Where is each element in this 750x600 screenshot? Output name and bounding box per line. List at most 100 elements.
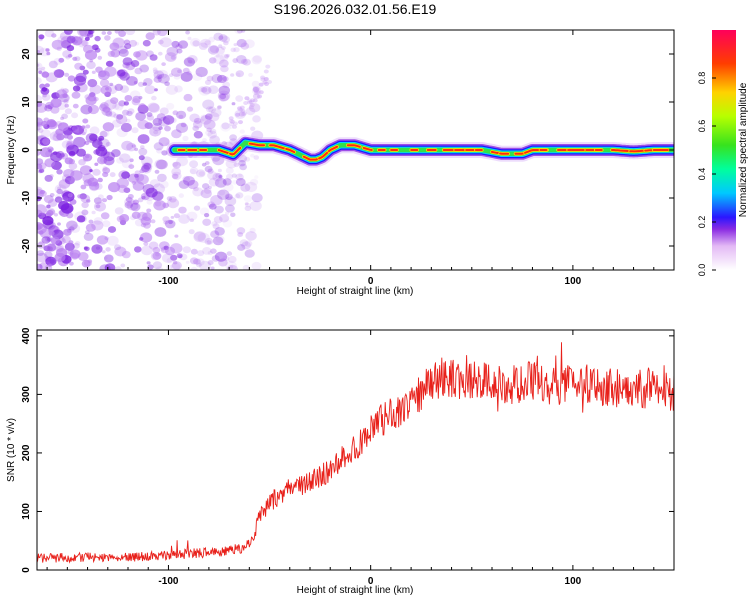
spectrogram-noise-blob <box>99 79 110 88</box>
spectrogram-noise-blob <box>87 104 99 115</box>
spectrogram-noise-blob <box>234 30 243 34</box>
spectrogram-noise-blob <box>45 48 50 52</box>
spectrogram-noise-blob <box>220 122 232 132</box>
spectrogram-noise-blob <box>37 263 43 270</box>
spectrogram-noise-blob <box>202 183 210 190</box>
spectrogram-noise-blob <box>146 199 153 205</box>
spectrogram-noise-blob <box>116 114 124 120</box>
spectrogram-noise-blob <box>198 42 208 50</box>
spectrogram-noise-blob <box>48 230 55 236</box>
spectrogram-noise-blob <box>76 148 86 157</box>
spectrogram-x-tick-label: -100 <box>158 276 178 287</box>
spectrogram-noise-blob <box>208 57 217 64</box>
spectrogram-noise-blob <box>89 84 102 95</box>
spectrogram-noise-blob <box>104 35 111 41</box>
spectrogram-noise-blob <box>251 55 262 65</box>
spectrogram-noise-blob <box>214 205 224 214</box>
spectrogram-y-tick-label: -10 <box>21 190 32 205</box>
spectrogram-noise-blob <box>153 130 159 135</box>
spectrogram-noise-blob <box>192 187 204 197</box>
spectrogram-noise-blob <box>47 209 56 216</box>
spectrogram-noise-blob <box>242 111 248 116</box>
spectrogram-noise-blob <box>249 105 255 110</box>
spectrogram-noise-blob <box>214 177 227 188</box>
spectrogram-noise-blob <box>82 118 89 124</box>
spectrogram-noise-blob <box>54 213 58 217</box>
spectrogram-noise-blob <box>93 197 102 205</box>
ridge-peak <box>610 149 629 152</box>
spectrogram-noise-blob <box>46 243 57 252</box>
spectrogram-noise-blob <box>152 30 161 36</box>
spectrogram-noise-blob <box>73 39 78 44</box>
spectrogram-noise-blob <box>212 236 224 246</box>
spectrogram-noise-blob <box>109 82 114 86</box>
spectrogram-noise-blob <box>250 98 256 103</box>
spectrogram-noise-blob <box>123 101 129 106</box>
spectrogram-noise-blob <box>146 114 154 121</box>
spectrogram-noise-blob <box>67 193 73 198</box>
spectrogram-noise-blob <box>208 185 212 189</box>
spectrogram-noise-blob <box>85 223 96 232</box>
spectrogram-noise-blob <box>166 116 172 122</box>
spectrogram-noise-blob <box>258 82 264 87</box>
spectrogram-noise-blob <box>139 64 149 73</box>
spectrogram-noise-blob <box>39 189 46 195</box>
spectrogram-noise-blob <box>204 79 212 85</box>
spectrogram-noise-blob <box>244 240 253 247</box>
colorbar-tick-label: 0.4 <box>697 168 707 181</box>
spectrogram-noise-blob <box>166 196 173 201</box>
spectrogram-noise-blob <box>224 193 233 200</box>
spectrogram-noise-blob <box>114 83 124 91</box>
spectrogram-noise-blob <box>91 210 96 215</box>
spectrogram-noise-blob <box>64 242 75 251</box>
spectrogram-noise-blob <box>92 168 101 176</box>
spectrogram-noise-blob <box>97 55 103 60</box>
spectrogram-noise-blob <box>157 69 168 79</box>
spectrogram-noise-blob <box>212 223 220 230</box>
spectrogram-noise-blob <box>153 142 164 151</box>
spectrogram-noise-blob <box>228 116 234 121</box>
spectrogram-noise-blob <box>260 77 266 82</box>
spectrogram-noise-blob <box>152 123 163 132</box>
spectrogram-y-label: Frequency (Hz) <box>6 116 17 185</box>
snr-y-tick-label: 0 <box>21 567 32 573</box>
spectrogram-noise-blob <box>207 260 214 266</box>
spectrogram-noise-blob <box>123 39 131 45</box>
spectrogram-noise-blob <box>127 173 140 183</box>
spectrogram-noise-blob <box>96 235 109 245</box>
spectrogram-noise-blob <box>143 162 152 170</box>
spectrogram-noise-blob <box>137 211 148 221</box>
spectrogram-noise-blob <box>189 37 201 47</box>
spectrogram-noise-blob <box>238 159 246 167</box>
spectrogram-noise-blob <box>66 220 78 231</box>
spectrogram-noise-blob <box>233 47 240 53</box>
spectrogram-noise-blob <box>199 207 210 216</box>
spectrogram-noise-blob <box>122 57 133 66</box>
spectrogram-noise-blob <box>64 72 70 77</box>
spectrogram-noise-blob <box>204 165 213 173</box>
spectrogram-noise-blob <box>45 72 58 83</box>
spectrogram-noise-blob <box>103 156 115 166</box>
spectrogram-noise-blob <box>48 60 58 69</box>
spectrogram-noise-blob <box>130 202 141 212</box>
spectrogram-noise-blob <box>100 85 112 95</box>
spectrogram-noise-blob <box>255 89 261 94</box>
spectrogram-noise-blob <box>250 126 256 131</box>
spectrogram-noise-blob <box>249 227 256 233</box>
snr-panel: -100 0 100 0 100 200 300 400 Height of straigh… <box>6 327 675 596</box>
spectrogram-noise-blob <box>252 86 260 93</box>
spectrogram-noise-blob <box>247 98 253 103</box>
spectrogram-noise-blob <box>219 53 229 62</box>
spectrogram-y-tick-label: 20 <box>21 48 32 60</box>
spectrogram-noise-blob <box>37 45 45 56</box>
spectrogram-noise-blob <box>78 159 86 166</box>
spectrogram-noise-blob <box>213 54 225 65</box>
spectrogram-noise-blob <box>89 133 98 142</box>
spectrogram-noise-blob <box>71 91 81 99</box>
spectrogram-noise-blob <box>94 162 99 166</box>
spectrogram-noise-blob <box>238 173 243 178</box>
spectrogram-noise-blob <box>164 81 170 87</box>
spectrogram-noise-blob <box>202 99 215 110</box>
spectrogram-noise-blob <box>230 47 236 53</box>
spectrogram-noise-blob <box>170 215 175 219</box>
